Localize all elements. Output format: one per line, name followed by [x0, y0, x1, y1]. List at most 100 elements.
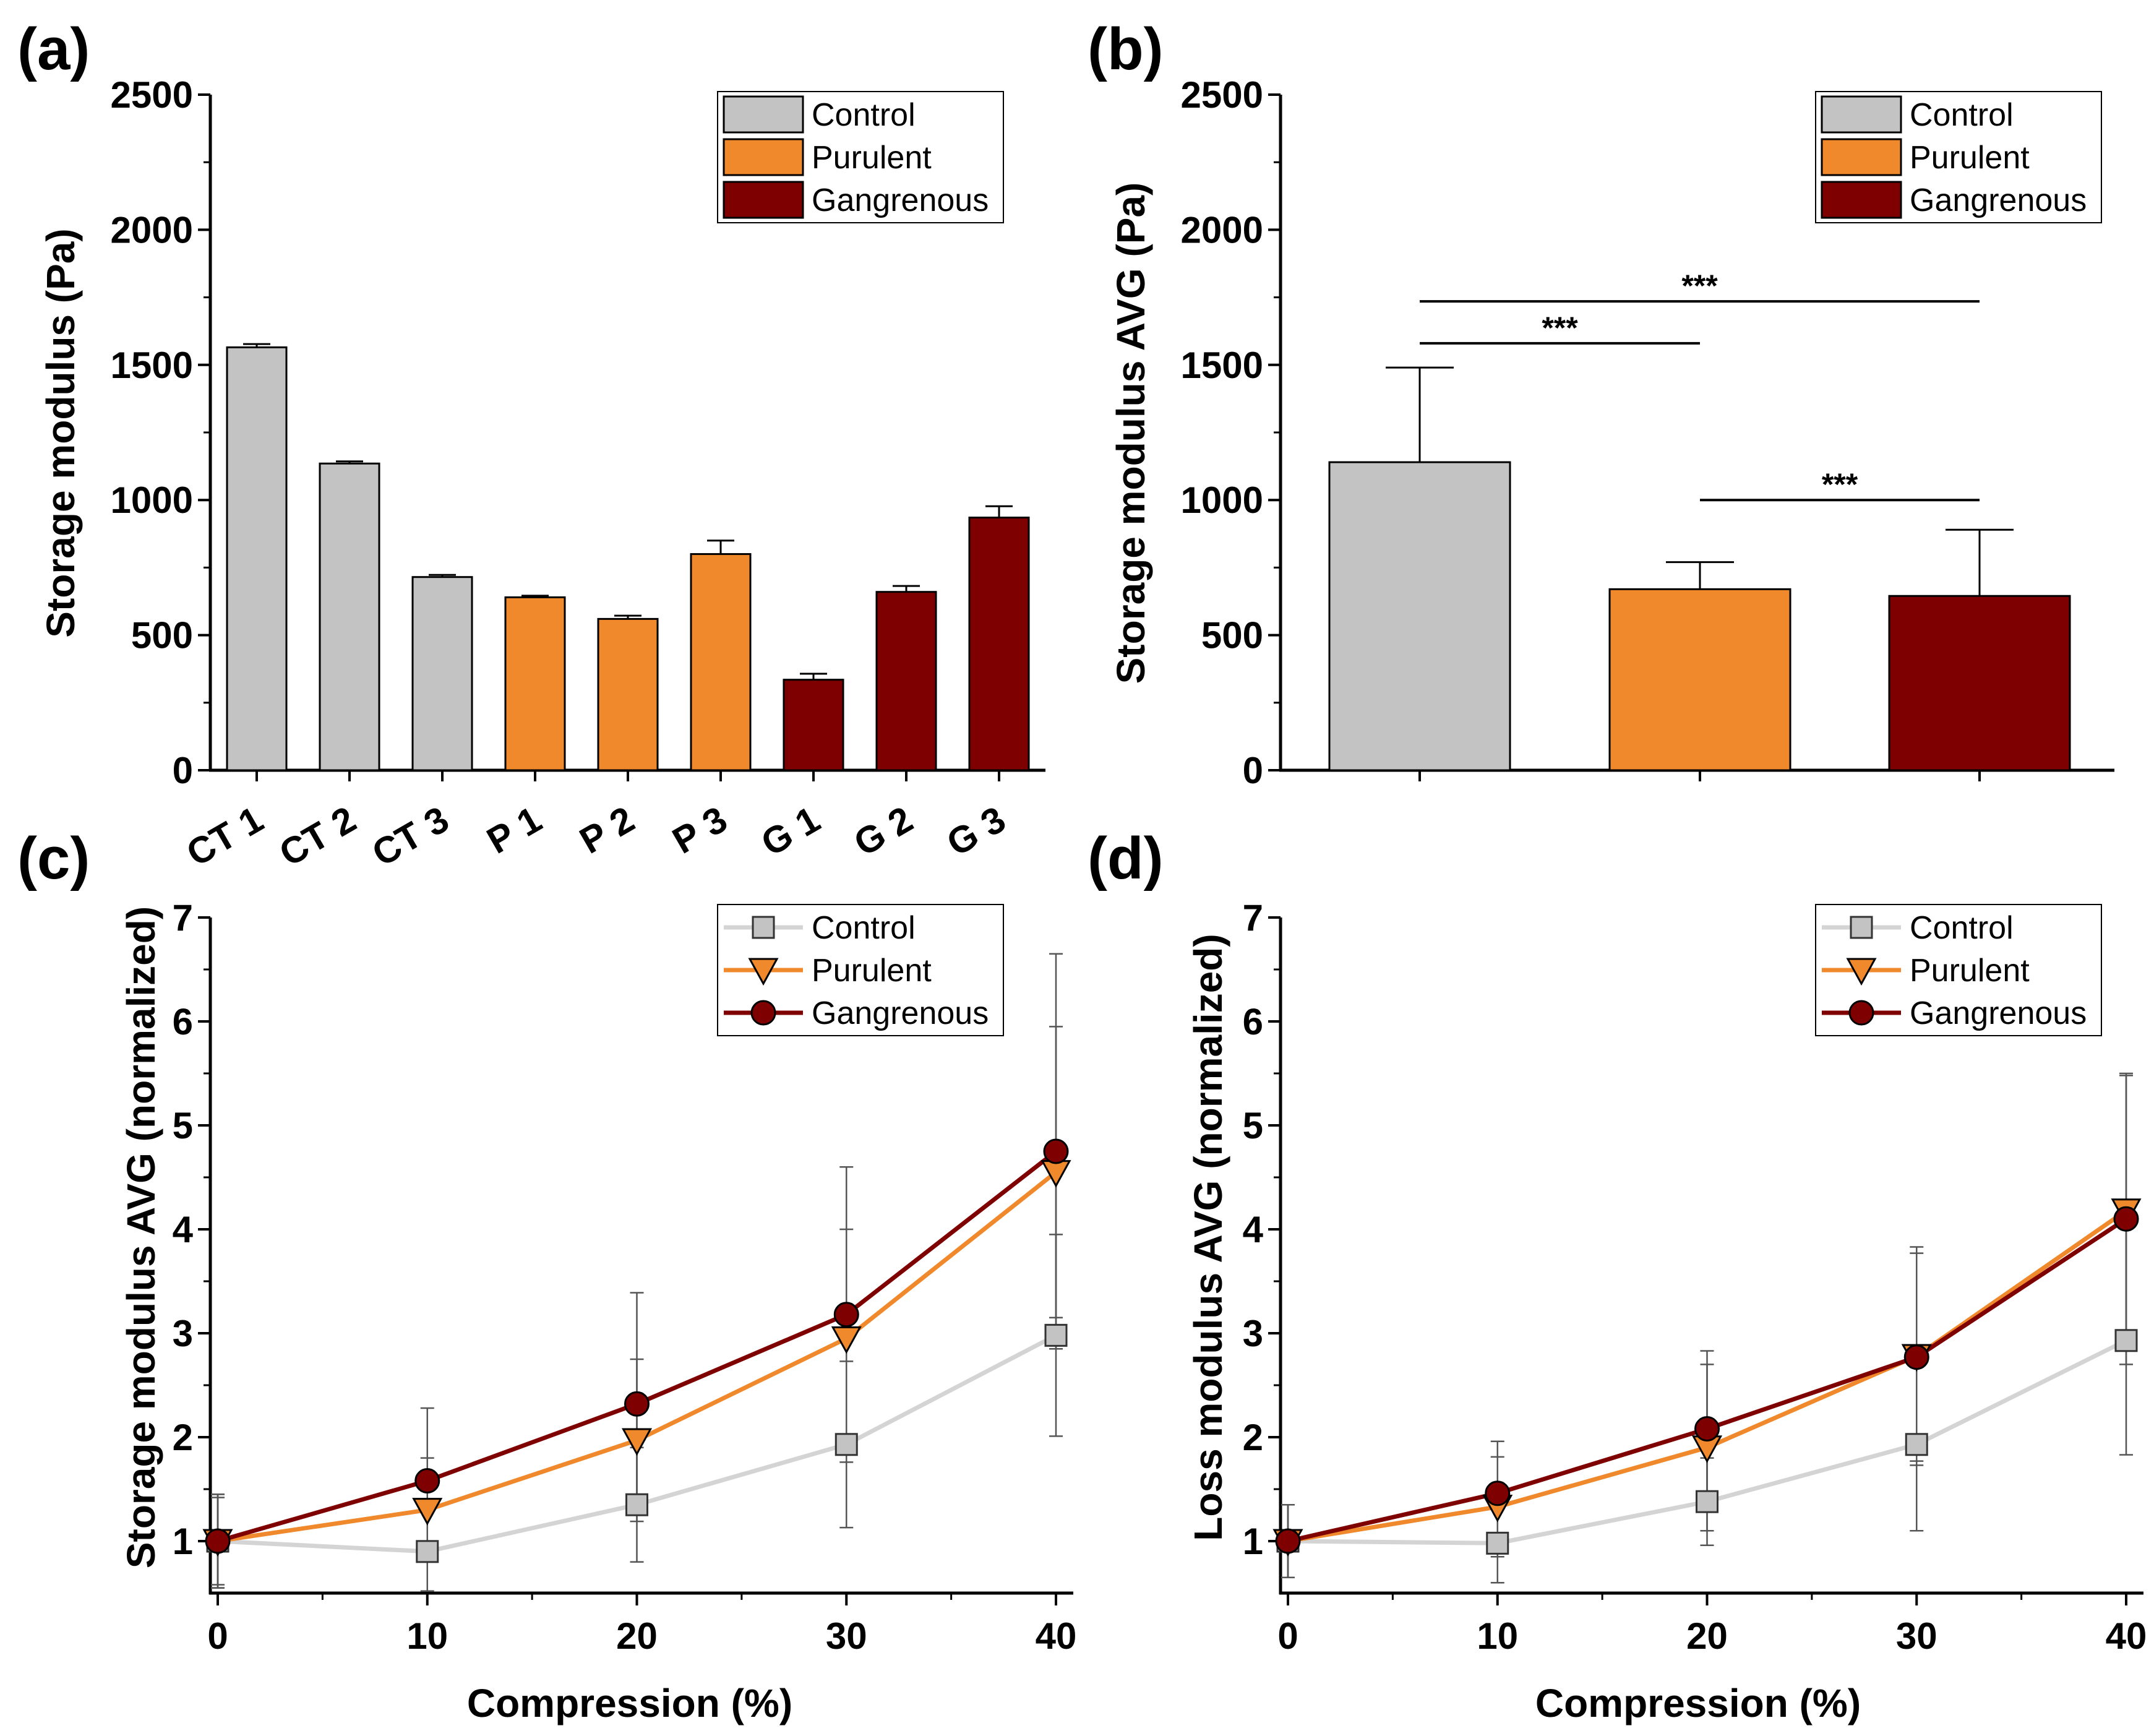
panel-d-x-tick-label: 0 — [1277, 1615, 1298, 1657]
legend-label-purulent: Purulent — [812, 953, 932, 989]
legend-label-purulent: Purulent — [1910, 953, 2030, 989]
data-point-gangrenous — [414, 1468, 440, 1494]
panel-b-y-tick-label: 2500 — [1181, 74, 1263, 116]
data-point-control — [835, 1433, 858, 1456]
panel-c-y-axis-title: Storage modulus AVG (normalized) — [119, 906, 163, 1568]
bar-g1 — [783, 679, 844, 771]
panel-c-y-tick-label: 7 — [173, 897, 193, 939]
legend-swatch-gangrenous — [723, 181, 804, 219]
panel-b-y-tick-label: 1500 — [1181, 345, 1263, 386]
legend-marker-gangrenous — [750, 1000, 776, 1026]
data-point-gangrenous — [1485, 1480, 1511, 1506]
panel-c-y-tick-label: 6 — [173, 1001, 193, 1042]
panel-c-y-tick-label: 4 — [173, 1209, 194, 1250]
panel-b: (b) Storage modulus AVG (Pa) 0 500 1000 150… — [1088, 16, 2114, 791]
panel-a-x-tick-label: P 3 — [666, 798, 734, 862]
panel-a-y-axis-title: Storage modulus (Pa) — [38, 228, 83, 637]
data-point-purulent — [621, 1428, 653, 1456]
panel-c: (c) Storage modulus AVG (normalized) Com… — [17, 825, 1076, 1725]
panel-d-y-tick-label: 4 — [1243, 1209, 1264, 1250]
legend-marker-control — [1850, 916, 1873, 939]
legend-label-control: Control — [1910, 97, 2014, 133]
panel-a: (a) Storage modulus (Pa) 0 500 1000 1500 200… — [17, 16, 1045, 874]
panel-d-y-tick-label: 7 — [1243, 897, 1263, 939]
data-point-purulent — [831, 1326, 862, 1354]
data-point-gangrenous — [1903, 1344, 1929, 1370]
panel-d-label: (d) — [1088, 825, 1164, 892]
bar-p2 — [597, 617, 659, 771]
panel-a-x-tick-label: G 3 — [940, 798, 1012, 864]
significance-label: *** — [1681, 269, 1718, 303]
panel-d-x-tick-label: 10 — [1477, 1615, 1518, 1657]
legend-label-gangrenous: Gangrenous — [1910, 995, 2087, 1031]
panel-c-plot-area: 1 2 3 4 5 6 7 0 10 20 30 40 Control Purulent Gangrenou… — [173, 897, 1077, 1657]
data-point-gangrenous — [1694, 1416, 1720, 1442]
data-point-gangrenous — [205, 1528, 231, 1554]
panel-c-x-tick-label: 20 — [616, 1615, 658, 1657]
panel-a-x-tick-label: CT 1 — [179, 798, 270, 874]
bar-control — [1328, 461, 1511, 771]
panel-c-y-tick-label: 1 — [173, 1521, 193, 1562]
panel-c-x-axis-title: Compression (%) — [467, 1681, 792, 1725]
bar-p3 — [690, 553, 752, 771]
panel-c-y-tick-label: 2 — [173, 1417, 193, 1458]
data-point-control — [2114, 1329, 2138, 1352]
panel-d: (d) Loss modulus AVG (normalized) Compre… — [1088, 825, 2147, 1725]
panel-c-y-tick-label: 3 — [173, 1313, 193, 1354]
significance-label: *** — [1822, 467, 1858, 502]
bar-g3 — [968, 517, 1030, 771]
panel-b-plot-area: 0 500 1000 1500 2000 2500 *** *** *** Control Puru… — [1181, 74, 2114, 791]
data-point-gangrenous — [1043, 1138, 1069, 1164]
panel-b-y-tick-label: 2000 — [1181, 209, 1263, 251]
legend-label-control: Control — [1910, 910, 2014, 946]
panel-a-plot-area: 0 500 1000 1500 2000 2500 CT 1 CT 2 CT 3 P 1 P 2 P … — [111, 74, 1045, 874]
panel-b-y-tick-label: 500 — [1201, 615, 1263, 656]
panel-d-y-tick-label: 2 — [1243, 1417, 1263, 1458]
panel-c-x-tick-label: 30 — [826, 1615, 867, 1657]
panel-d-x-axis-title: Compression (%) — [1535, 1681, 1861, 1725]
data-point-purulent — [412, 1498, 443, 1526]
panel-b-label: (b) — [1088, 16, 1164, 82]
panel-b-y-tick-label: 1000 — [1181, 479, 1263, 521]
data-point-gangrenous — [1275, 1528, 1301, 1554]
panel-d-x-tick-label: 40 — [2106, 1615, 2147, 1657]
panel-a-y-tick-label: 1500 — [111, 345, 193, 386]
panel-d-y-tick-label: 3 — [1243, 1313, 1263, 1354]
legend-label-control: Control — [812, 97, 916, 133]
panel-a-label: (a) — [17, 16, 90, 82]
bar-ct1 — [226, 346, 288, 771]
legend-label-purulent: Purulent — [812, 140, 932, 176]
legend-label-control: Control — [812, 910, 916, 946]
data-point-control — [1486, 1531, 1509, 1555]
panel-d-y-tick-label: 6 — [1243, 1001, 1263, 1042]
panel-b-y-axis-title: Storage modulus AVG (Pa) — [1109, 183, 1153, 684]
panel-a-x-tick-label: P 2 — [573, 798, 641, 862]
panel-a-y-tick-label: 0 — [173, 750, 193, 791]
legend-marker-gangrenous — [1848, 1000, 1874, 1026]
panel-c-label: (c) — [17, 825, 90, 892]
panel-c-x-tick-label: 0 — [207, 1615, 228, 1657]
data-point-gangrenous — [624, 1391, 650, 1417]
bar-ct3 — [411, 576, 473, 771]
panel-a-y-tick-label: 2000 — [111, 209, 193, 251]
panel-d-x-tick-label: 20 — [1686, 1615, 1728, 1657]
legend-label-gangrenous: Gangrenous — [812, 995, 989, 1031]
panel-a-y-tick-label: 1000 — [111, 479, 193, 521]
panel-d-x-tick-label: 30 — [1896, 1615, 1937, 1657]
legend-swatch-purulent — [723, 138, 804, 176]
bar-g2 — [875, 591, 937, 771]
panel-d-y-tick-label: 5 — [1243, 1105, 1263, 1146]
panel-a-x-tick-label: CT 2 — [272, 798, 363, 874]
bar-purulent — [1608, 588, 1791, 771]
panel-a-y-tick-label: 500 — [131, 615, 193, 656]
panel-a-x-tick-label: CT 3 — [365, 798, 455, 874]
panel-b-y-tick-label: 0 — [1243, 750, 1263, 791]
data-point-control — [1044, 1323, 1068, 1347]
panel-c-x-tick-label: 40 — [1036, 1615, 1077, 1657]
data-point-control — [1696, 1490, 1718, 1513]
bar-ct2 — [319, 462, 380, 771]
legend-swatch-control — [723, 95, 804, 134]
data-point-control — [416, 1540, 439, 1563]
legend-marker-control — [752, 916, 775, 939]
